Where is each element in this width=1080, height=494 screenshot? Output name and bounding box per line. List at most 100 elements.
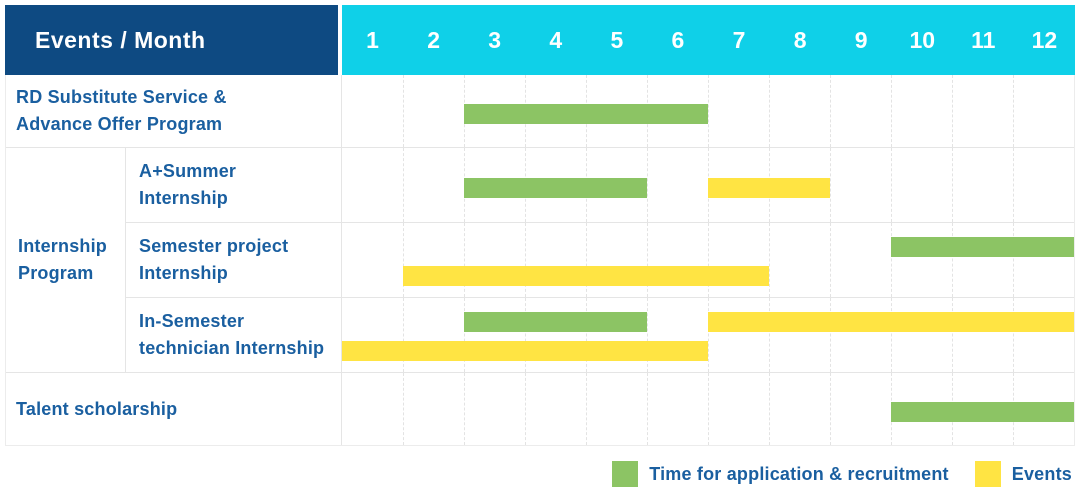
month-gridline xyxy=(708,298,709,372)
month-label-8: 8 xyxy=(793,26,807,53)
gantt-bar-green xyxy=(891,402,1074,422)
month-gridline xyxy=(586,373,587,445)
row-label: A+Summer Internship xyxy=(126,148,342,222)
month-header-strip: 1 2 3 4 5 6 7 8 9 10 11 12 xyxy=(342,5,1075,75)
month-gridline xyxy=(647,223,648,297)
month-gridline xyxy=(647,373,648,445)
legend: Time for application & recruitment Events xyxy=(5,461,1075,487)
month-gridline xyxy=(1013,298,1014,372)
label-line: Program xyxy=(18,263,94,283)
month-gridline xyxy=(525,298,526,372)
label-line: RD Substitute Service & xyxy=(16,87,227,107)
gantt-bar-yellow xyxy=(342,341,708,361)
month-gridline xyxy=(464,373,465,445)
month-gridline xyxy=(708,75,709,147)
legend-item-yellow: Events xyxy=(974,461,1072,487)
month-gridline xyxy=(525,223,526,297)
legend-green-swatch-icon xyxy=(612,461,639,487)
month-gridline xyxy=(708,223,709,297)
month-label-3: 3 xyxy=(488,26,502,53)
month-gridline xyxy=(1013,223,1014,297)
row-timeline xyxy=(342,298,1074,372)
label-line: Internship xyxy=(139,188,229,208)
month-gridline xyxy=(830,75,831,147)
month-label-6: 6 xyxy=(671,26,685,53)
table-body: RD Substitute Service & Advance Offer Pro… xyxy=(5,75,1075,446)
month-gridline xyxy=(464,298,465,372)
legend-label: Time for application & recruitment xyxy=(649,463,949,484)
table-row: Talent scholarship xyxy=(6,373,1074,445)
group-row-label: Internship Program xyxy=(6,148,126,372)
month-label-12: 12 xyxy=(1031,26,1058,53)
row-timeline xyxy=(342,373,1074,445)
label-line: Internship xyxy=(139,263,229,283)
table-header-row: Events / Month 1 2 3 4 5 6 7 8 9 10 11 12 xyxy=(5,5,1075,75)
gantt-bar-green xyxy=(464,104,708,124)
label-line: Advance Offer Program xyxy=(16,114,223,134)
table-row: RD Substitute Service & Advance Offer Pro… xyxy=(6,75,1074,148)
month-gridline xyxy=(403,148,404,222)
month-gridline xyxy=(586,298,587,372)
row-label: In-Semester technician Internship xyxy=(126,298,342,372)
month-label-10: 10 xyxy=(909,26,936,53)
row-timeline xyxy=(342,148,1074,222)
month-label-9: 9 xyxy=(854,26,868,53)
table-row-group: Internship Program A+Summer Internship Semes… xyxy=(6,148,1074,373)
month-gridline xyxy=(769,373,770,445)
label-line: In-Semester xyxy=(139,311,245,331)
month-gridline xyxy=(891,223,892,297)
month-gridline xyxy=(403,298,404,372)
label-line: A+Summer xyxy=(139,161,237,181)
gantt-bar-yellow xyxy=(708,178,830,198)
row-timeline xyxy=(342,223,1074,297)
table-row: In-Semester technician Internship xyxy=(126,298,1074,372)
month-label-5: 5 xyxy=(610,26,624,53)
row-label: Talent scholarship xyxy=(6,373,342,445)
month-label-1: 1 xyxy=(366,26,379,53)
events-month-table: Events / Month 1 2 3 4 5 6 7 8 9 10 11 12 RD Substi… xyxy=(5,5,1075,446)
month-gridline xyxy=(708,373,709,445)
month-gridline xyxy=(769,75,770,147)
month-gridline xyxy=(830,223,831,297)
table-row: Semester project Internship xyxy=(126,223,1074,298)
month-gridline xyxy=(769,223,770,297)
month-gridline xyxy=(891,148,892,222)
month-gridline xyxy=(647,298,648,372)
gantt-bar-yellow xyxy=(708,312,1074,332)
month-gridline xyxy=(891,75,892,147)
label-line: Semester project xyxy=(139,236,289,256)
legend-item-green: Time for application & recruitment xyxy=(612,461,949,487)
month-gridline xyxy=(830,148,831,222)
month-gridline xyxy=(525,373,526,445)
row-label: RD Substitute Service & Advance Offer Pro… xyxy=(6,75,342,147)
month-gridline xyxy=(1013,148,1014,222)
month-label-11: 11 xyxy=(971,26,996,53)
month-gridline xyxy=(464,223,465,297)
label-line: Talent scholarship xyxy=(16,398,178,419)
gantt-bar-yellow xyxy=(403,266,769,286)
gantt-bar-green xyxy=(464,312,647,332)
header-title: Events / Month xyxy=(5,5,342,75)
legend-yellow-swatch-icon xyxy=(974,461,1001,487)
label-line: Internship xyxy=(18,236,108,256)
month-gridline xyxy=(830,373,831,445)
month-gridline xyxy=(952,298,953,372)
month-gridline xyxy=(1013,75,1014,147)
month-gridline xyxy=(952,148,953,222)
month-label-7: 7 xyxy=(732,26,746,53)
month-label-4: 4 xyxy=(549,26,563,53)
row-timeline xyxy=(342,75,1074,147)
month-gridline xyxy=(647,148,648,222)
month-gridline xyxy=(403,75,404,147)
month-gridline xyxy=(830,298,831,372)
gantt-bar-green xyxy=(464,178,647,198)
label-line: technician Internship xyxy=(139,338,325,358)
legend-label: Events xyxy=(1011,463,1072,484)
table-row: A+Summer Internship xyxy=(126,148,1074,223)
month-gridline xyxy=(586,223,587,297)
gantt-bar-green xyxy=(891,237,1074,257)
month-gridline xyxy=(769,298,770,372)
row-label: Semester project Internship xyxy=(126,223,342,297)
events-schedule-page: Events / Month 1 2 3 4 5 6 7 8 9 10 11 12 RD Substi… xyxy=(5,5,1075,487)
month-gridline xyxy=(891,298,892,372)
